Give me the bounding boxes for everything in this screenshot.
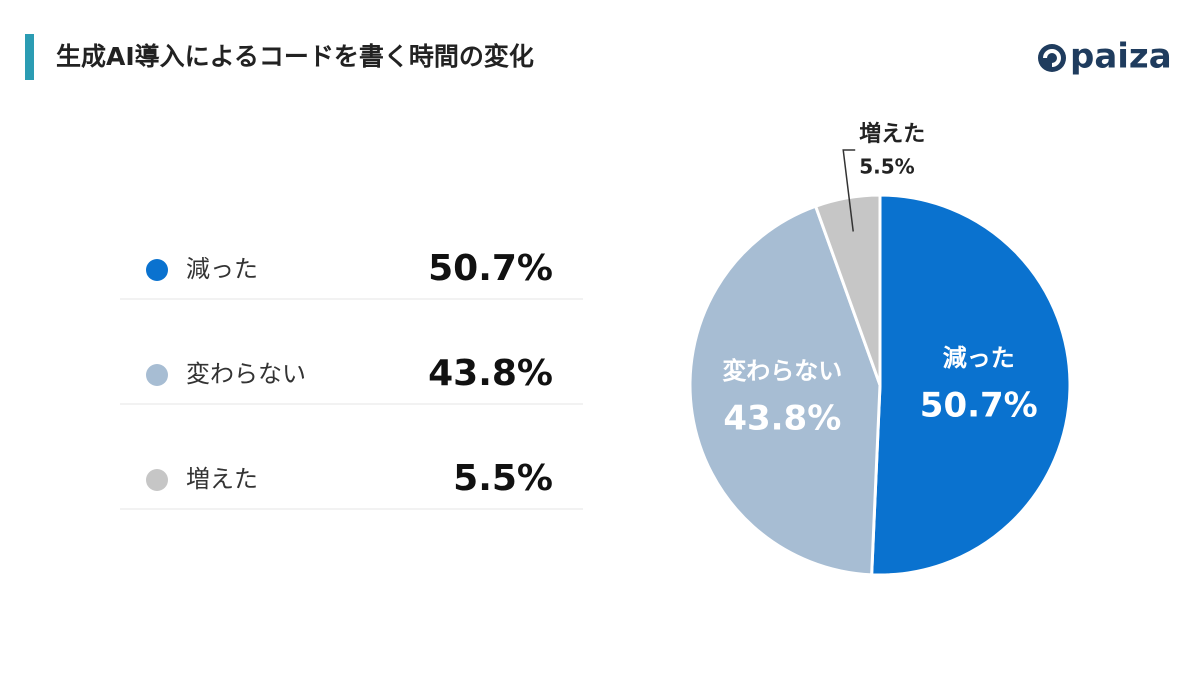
slice-label: 変わらない [722, 357, 842, 385]
pie-slice [688, 204, 882, 577]
chart-title: 生成AI導入によるコードを書く時間の変化 [56, 42, 534, 71]
slice-value: 50.7% [920, 386, 1038, 426]
logo: paiza [1038, 37, 1172, 77]
slice-label: 減った [943, 344, 1015, 372]
pie-slice [870, 193, 1072, 577]
legend-label: 増えた [186, 465, 258, 493]
logo-icon [1038, 44, 1066, 72]
slice-value: 43.8% [723, 398, 841, 438]
title-accent [25, 34, 34, 80]
pie-slice [813, 193, 882, 386]
logo-text: paiza [1070, 37, 1172, 77]
logo-icon-mark [1043, 49, 1061, 67]
legend-value: 50.7% [428, 248, 553, 289]
legend-label: 減った [186, 255, 258, 283]
legend-value: 5.5% [453, 458, 553, 499]
legend-label: 変わらない [186, 360, 306, 388]
legend-swatch [146, 364, 168, 386]
slice-value: 5.5% [859, 155, 914, 179]
legend-swatch [146, 259, 168, 281]
legend-swatch [146, 469, 168, 491]
slice-label: 増えた [859, 121, 925, 147]
legend-value: 43.8% [428, 353, 553, 394]
leader-line [842, 149, 856, 232]
